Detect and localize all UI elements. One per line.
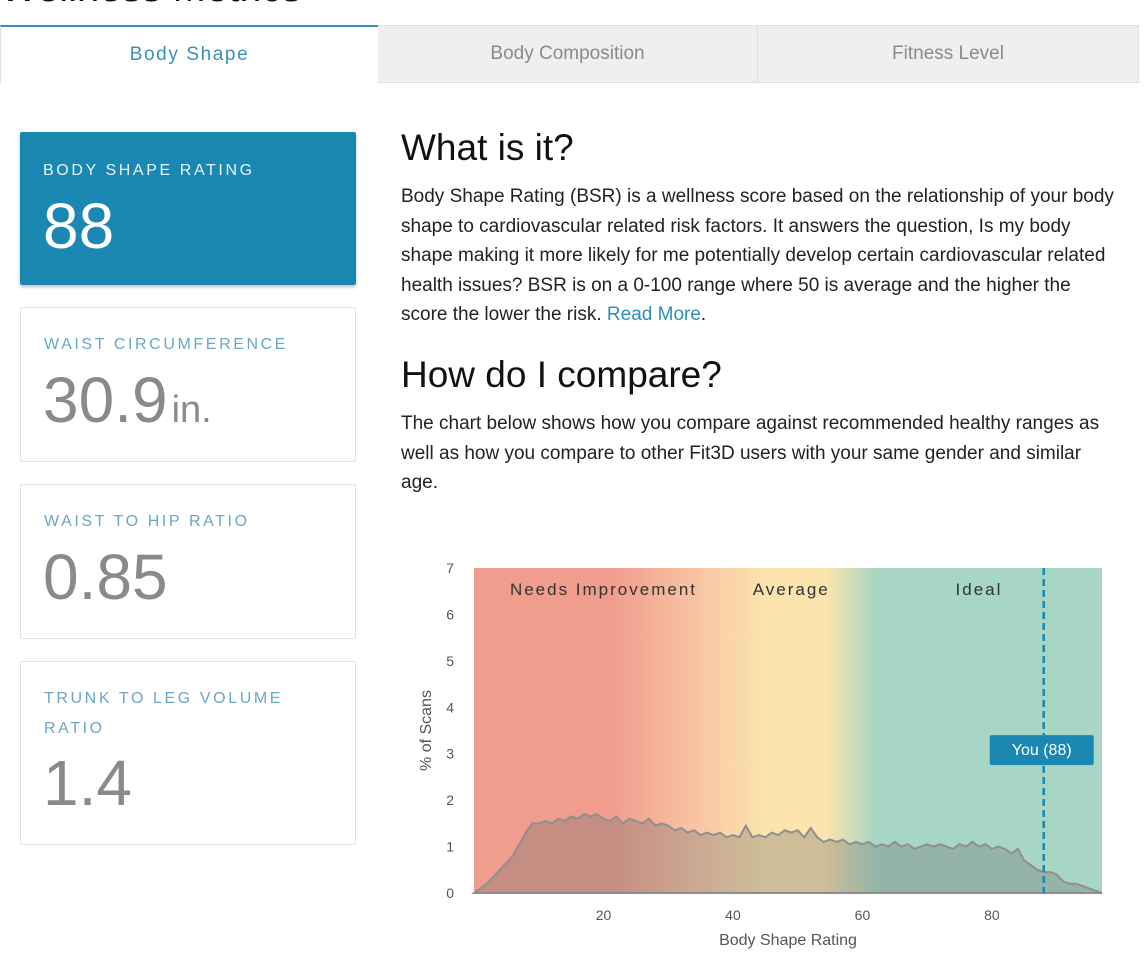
- card-number: 30.9: [43, 364, 168, 436]
- trunk-to-leg-volume-ratio-card: TRUNK TO LEG VOLUME RATIO 1.4: [20, 661, 356, 845]
- y-tick-label: 4: [446, 699, 454, 715]
- zone-background: [474, 568, 1102, 893]
- y-tick-label: 2: [446, 792, 454, 808]
- y-tick-label: 7: [446, 560, 454, 576]
- tab-fitness-level[interactable]: Fitness Level: [758, 25, 1139, 83]
- x-tick-label: 40: [725, 907, 741, 923]
- body-shape-rating-card: BODY SHAPE RATING 88: [20, 132, 356, 285]
- what-is-it-text: Body Shape Rating (BSR) is a wellness sc…: [401, 182, 1116, 330]
- page-heading: Wellness Metrics: [0, 0, 302, 8]
- zone-label: Ideal: [956, 580, 1003, 599]
- y-tick-label: 3: [446, 746, 454, 762]
- zone-label: Average: [753, 580, 830, 599]
- y-axis-label: % of Scans: [418, 690, 435, 771]
- y-tick-label: 5: [446, 653, 454, 669]
- tab-bar: Body Shape Body Composition Fitness Leve…: [0, 25, 1139, 83]
- waist-circumference-card: WAIST CIRCUMFERENCE 30.9 in.: [20, 307, 356, 462]
- y-tick-label: 0: [446, 885, 454, 901]
- card-label: TRUNK TO LEG VOLUME RATIO: [44, 690, 284, 737]
- x-tick-label: 20: [596, 907, 612, 923]
- what-is-it-body: Body Shape Rating (BSR) is a wellness sc…: [401, 186, 1114, 325]
- tab-body-composition[interactable]: Body Composition: [378, 25, 758, 83]
- x-tick-label: 80: [984, 907, 1000, 923]
- how-do-i-compare-text: The chart below shows how you compare ag…: [401, 413, 1100, 493]
- body-shape-rating-chart: Needs Improvement Average Ideal 0 1 2 3 4 5 6 7 20 4…: [418, 560, 1103, 949]
- x-tick-label: 60: [855, 907, 871, 923]
- punctuation: .: [700, 304, 707, 325]
- read-more-link[interactable]: Read More: [606, 304, 701, 325]
- card-unit: in.: [171, 389, 212, 431]
- what-is-it-heading: What is it?: [401, 127, 574, 168]
- card-value: 0.85: [43, 541, 168, 613]
- zone-label: Needs Improvement: [510, 580, 697, 599]
- waist-to-hip-ratio-card: WAIST TO HIP RATIO 0.85: [20, 484, 356, 639]
- y-tick-label: 6: [446, 606, 454, 622]
- how-do-i-compare-heading: How do I compare?: [401, 354, 722, 395]
- card-value: 1.4: [43, 747, 132, 819]
- tab-body-shape[interactable]: Body Shape: [0, 25, 378, 83]
- card-label: BODY SHAPE RATING: [43, 162, 255, 179]
- distribution-area: [470, 812, 1103, 894]
- card-label: WAIST TO HIP RATIO: [44, 513, 250, 530]
- you-marker-label: You (88): [1012, 742, 1072, 759]
- you-marker-badge: [989, 735, 1094, 766]
- x-axis-label: Body Shape Rating: [719, 932, 857, 949]
- y-tick-label: 1: [446, 839, 454, 855]
- card-value: 88: [43, 190, 115, 262]
- card-value: 30.9 in.: [43, 368, 212, 442]
- card-label: WAIST CIRCUMFERENCE: [44, 336, 289, 353]
